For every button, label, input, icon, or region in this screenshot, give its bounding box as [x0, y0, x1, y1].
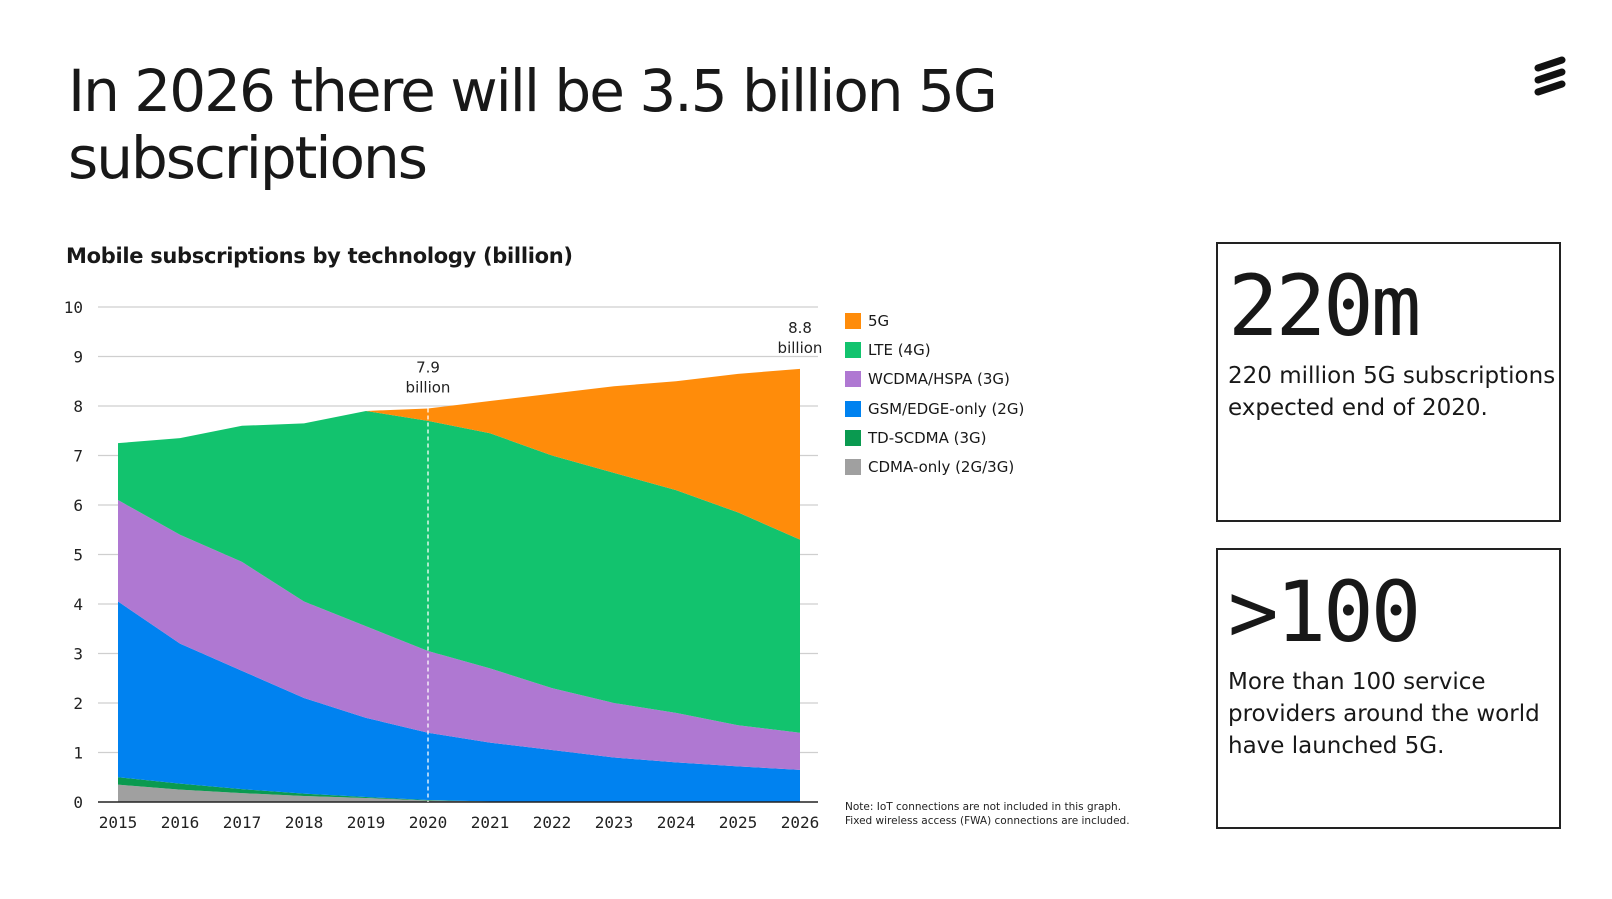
stat-description: More than 100 service providers around t…	[1228, 669, 1540, 759]
chart-legend: 5G LTE (4G) WCDMA/HSPA (3G) GSM/EDGE-only (…	[845, 306, 1024, 482]
legend-label: GSM/EDGE-only (2G)	[868, 399, 1025, 418]
annotation-unit: billion	[778, 339, 823, 357]
x-tick-label: 2015	[99, 813, 138, 832]
note-line: Fixed wireless access (FWA) connections …	[845, 815, 1130, 827]
x-tick-label: 2024	[657, 813, 696, 832]
area-series-5g	[118, 368, 800, 540]
area-series-cdma-only-2g-3g	[118, 784, 800, 802]
y-tick-label: 4	[73, 595, 83, 614]
y-tick-label: 8	[73, 397, 83, 416]
y-tick-label: 2	[73, 694, 83, 713]
legend-swatch	[845, 429, 861, 446]
y-tick-label: 0	[73, 793, 83, 812]
y-tick-label: 3	[73, 645, 83, 664]
y-tick-label: 9	[73, 348, 83, 367]
annotation-value: 8.8	[788, 319, 812, 337]
stat-value: >100	[1228, 563, 1421, 661]
legend-label: LTE (4G)	[868, 340, 931, 359]
y-tick-label: 6	[73, 496, 83, 515]
stat-value: 220m	[1228, 257, 1421, 355]
x-tick-label: 2017	[223, 813, 262, 832]
annotation-unit: billion	[406, 378, 451, 396]
legend-item: 5G	[845, 306, 1024, 335]
legend-swatch	[845, 371, 861, 388]
legend-swatch	[845, 400, 861, 417]
legend-swatch	[845, 459, 861, 476]
legend-label: WCDMA/HSPA (3G)	[868, 370, 1010, 389]
legend-label: 5G	[868, 311, 890, 330]
note-line: Note: IoT connections are not included i…	[845, 801, 1122, 813]
area-series-gsm-edge-only-2g	[118, 601, 800, 802]
annotation-value: 7.9	[416, 358, 440, 376]
y-tick-label: 1	[73, 744, 83, 763]
x-tick-label: 2022	[533, 813, 572, 832]
legend-swatch	[845, 341, 861, 358]
y-tick-label: 10	[64, 298, 83, 317]
ericsson-logo-icon	[1534, 56, 1566, 96]
legend-item: GSM/EDGE-only (2G)	[845, 394, 1024, 423]
x-tick-label: 2026	[781, 813, 820, 832]
legend-item: CDMA-only (2G/3G)	[845, 452, 1024, 481]
stat-card-5g-subscriptions: 220m 220 million 5G subscriptions expect…	[1216, 242, 1561, 522]
x-tick-label: 2025	[719, 813, 758, 832]
legend-label: CDMA-only (2G/3G)	[868, 458, 1015, 477]
area-series-lte-4g	[118, 410, 800, 733]
chart-note: Note: IoT connections are not included i…	[845, 800, 1130, 828]
legend-item: TD-SCDMA (3G)	[845, 423, 1024, 452]
area-series-wcdma-hspa-3g	[118, 500, 800, 770]
chart-title: Mobile subscriptions by technology (bill…	[66, 244, 573, 268]
legend-item: WCDMA/HSPA (3G)	[845, 365, 1024, 394]
legend-swatch	[845, 312, 861, 329]
page-title: In 2026 there will be 3.5 billion 5G sub…	[68, 57, 998, 192]
x-tick-label: 2016	[161, 813, 200, 832]
y-tick-label: 5	[73, 546, 83, 565]
x-tick-label: 2021	[471, 813, 510, 832]
legend-label: TD-SCDMA (3G)	[868, 428, 987, 447]
stat-description: 220 million 5G subscriptions expected en…	[1228, 363, 1556, 421]
x-tick-label: 2019	[347, 813, 386, 832]
x-tick-label: 2018	[285, 813, 324, 832]
x-tick-label: 2020	[409, 813, 448, 832]
y-tick-label: 7	[73, 447, 83, 466]
x-tick-label: 2023	[595, 813, 634, 832]
stat-card-service-providers: >100 More than 100 service providers aro…	[1216, 548, 1561, 829]
legend-item: LTE (4G)	[845, 335, 1024, 364]
